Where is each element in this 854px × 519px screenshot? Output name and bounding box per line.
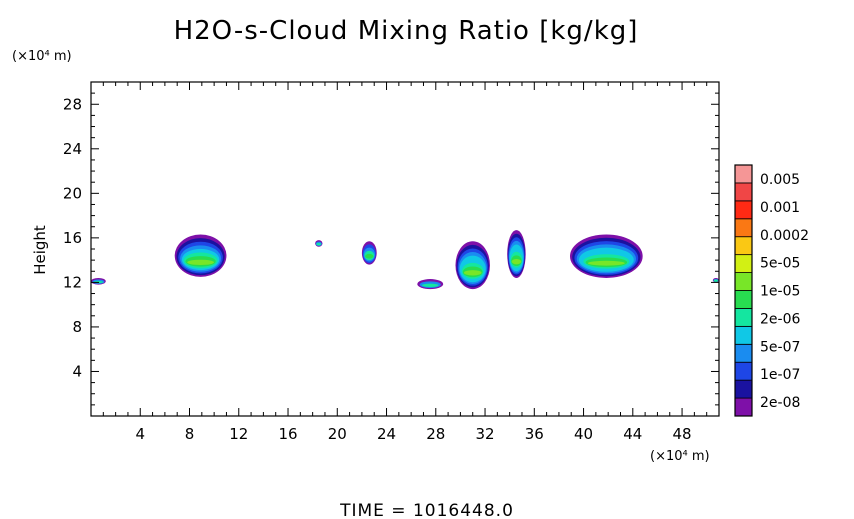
cloud-18-layer bbox=[316, 243, 322, 246]
x-unit-label: (×10⁴ m) bbox=[650, 449, 710, 464]
x-tick-label: 36 bbox=[525, 425, 544, 443]
cloud-27 bbox=[417, 279, 444, 290]
colorbar-segment bbox=[734, 272, 753, 291]
y-tick-label: 12 bbox=[63, 273, 82, 291]
x-tick-label: 4 bbox=[135, 425, 145, 443]
x-tick-label: 16 bbox=[278, 425, 297, 443]
x-tick-label: 48 bbox=[673, 425, 692, 443]
colorbar-label: 1e-07 bbox=[760, 367, 800, 383]
cloud-edge-right bbox=[712, 277, 719, 283]
y-tick-label: 20 bbox=[63, 184, 82, 202]
y-tick-label: 28 bbox=[63, 95, 82, 113]
x-tick-label: 28 bbox=[426, 425, 445, 443]
cloud-30-layer bbox=[463, 270, 482, 276]
colorbar-frame bbox=[734, 164, 753, 417]
y-tick-label: 16 bbox=[63, 229, 82, 247]
colorbar-label: 5e-07 bbox=[760, 339, 800, 355]
colorbar-label: 1e-05 bbox=[760, 284, 800, 300]
y-axis-label: Height bbox=[31, 225, 49, 275]
cloud-edge-right-layer bbox=[713, 279, 718, 282]
colorbar-segment bbox=[734, 308, 753, 327]
cloud-8 bbox=[174, 234, 227, 277]
colorbar-segment bbox=[734, 290, 753, 309]
colorbar-segment bbox=[734, 182, 753, 202]
colorbar-label: 2e-08 bbox=[760, 395, 800, 411]
colorbar-label: 2e-06 bbox=[760, 311, 800, 327]
colorbar-segment bbox=[734, 200, 753, 220]
cloud-field bbox=[91, 230, 719, 290]
cloud-42-layer bbox=[587, 260, 625, 266]
time-footer: TIME = 1016448.0 bbox=[339, 501, 514, 519]
colorbar-label: 0.001 bbox=[760, 200, 800, 216]
colorbar-segment bbox=[734, 379, 753, 399]
colorbar-segment bbox=[734, 254, 753, 273]
colorbar-segment bbox=[734, 397, 753, 417]
colorbar: 0.005 0.001 0.0002 5e-05 1e-05 2e-06 5e-07 1e-0… bbox=[734, 164, 809, 417]
colorbar-segment bbox=[734, 325, 753, 345]
x-tick-label: 40 bbox=[574, 425, 593, 443]
colorbar-label: 0.0002 bbox=[760, 228, 809, 244]
cloud-27-layer bbox=[422, 283, 439, 287]
y-tick-label: 4 bbox=[72, 362, 82, 380]
cloud-8-layer bbox=[187, 259, 215, 265]
cloud-42 bbox=[570, 234, 643, 278]
x-tick-label: 8 bbox=[185, 425, 195, 443]
colorbar-label: 0.005 bbox=[760, 172, 800, 188]
y-tick-label: 8 bbox=[72, 318, 82, 336]
colorbar-segment bbox=[734, 218, 753, 238]
cloud-23 bbox=[361, 241, 377, 265]
x-tick-label: 20 bbox=[328, 425, 347, 443]
x-tick-label: 44 bbox=[623, 425, 642, 443]
x-tick-label: 24 bbox=[377, 425, 396, 443]
colorbar-segment bbox=[734, 343, 753, 363]
cloud-30 bbox=[455, 241, 490, 290]
cloud-35-layer bbox=[511, 259, 522, 265]
colorbar-segment bbox=[734, 164, 753, 184]
cloud-edge-left bbox=[91, 277, 106, 285]
chart-title: H2O-s-Cloud Mixing Ratio [kg/kg] bbox=[174, 16, 639, 46]
cloud-18 bbox=[315, 240, 323, 247]
y-unit-label: (×10⁴ m) bbox=[12, 49, 72, 64]
cloud-23-layer bbox=[365, 253, 374, 259]
x-tick-label: 32 bbox=[475, 425, 494, 443]
cloud-35 bbox=[507, 230, 526, 278]
x-ticks: 4 8 12 16 20 24 28 32 36 40 44 48 bbox=[102, 82, 708, 443]
colorbar-segment bbox=[734, 236, 753, 256]
y-ticks: 4 8 12 16 20 24 28 bbox=[63, 92, 719, 406]
y-tick-label: 24 bbox=[63, 140, 82, 158]
colorbar-segment bbox=[734, 361, 753, 381]
colorbar-label: 5e-05 bbox=[760, 256, 800, 272]
x-tick-label: 12 bbox=[229, 425, 248, 443]
